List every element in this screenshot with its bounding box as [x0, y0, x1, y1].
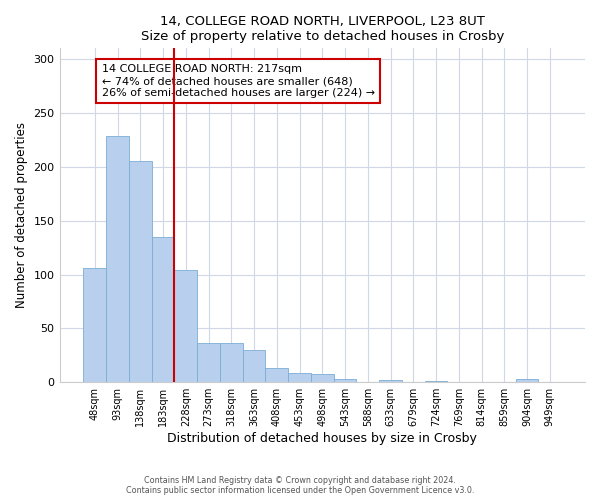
Bar [242, 350, 265, 382]
Bar [311, 374, 334, 382]
Text: 14 COLLEGE ROAD NORTH: 217sqm
← 74% of detached houses are smaller (648)
26% of : 14 COLLEGE ROAD NORTH: 217sqm ← 74% of d… [101, 64, 375, 98]
Bar [265, 368, 288, 382]
Bar [152, 237, 175, 382]
Bar [106, 136, 129, 382]
Bar [425, 381, 448, 382]
Bar [515, 379, 538, 382]
Bar [220, 344, 242, 382]
Title: 14, COLLEGE ROAD NORTH, LIVERPOOL, L23 8UT
Size of property relative to detached: 14, COLLEGE ROAD NORTH, LIVERPOOL, L23 8… [140, 15, 504, 43]
X-axis label: Distribution of detached houses by size in Crosby: Distribution of detached houses by size … [167, 432, 477, 445]
Bar [288, 372, 311, 382]
Y-axis label: Number of detached properties: Number of detached properties [15, 122, 28, 308]
Bar [379, 380, 402, 382]
Bar [334, 379, 356, 382]
Bar [175, 270, 197, 382]
Bar [83, 268, 106, 382]
Bar [129, 162, 152, 382]
Text: Contains HM Land Registry data © Crown copyright and database right 2024.
Contai: Contains HM Land Registry data © Crown c… [126, 476, 474, 495]
Bar [197, 344, 220, 382]
